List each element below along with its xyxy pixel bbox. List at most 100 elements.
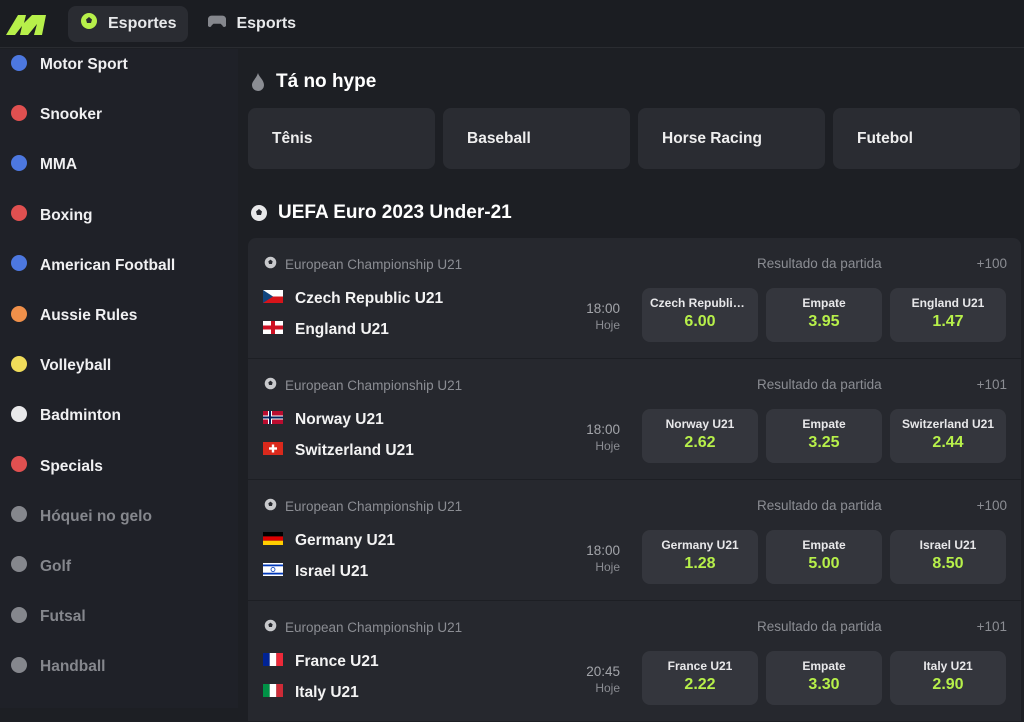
league[interactable]: European Championship U21	[264, 619, 462, 635]
odds-label: Empate	[802, 659, 846, 673]
competition-heading: UEFA Euro 2023 Under-21	[250, 202, 512, 224]
hype-title: Tá no hype	[276, 71, 377, 92]
flag-icon	[263, 321, 283, 339]
sidebar-item-label: Motor Sport	[40, 56, 128, 74]
more-markets-link[interactable]: +101	[976, 377, 1007, 392]
sidebar-item-motor-sport[interactable]: Motor Sport	[0, 40, 238, 90]
odds-button[interactable]: Empate 3.95	[766, 288, 882, 342]
hype-item-label: Baseball	[467, 129, 531, 147]
soccer-ball-icon	[251, 205, 267, 221]
home-team[interactable]: Germany U21	[263, 532, 395, 550]
odds-value: 6.00	[684, 313, 716, 330]
away-team[interactable]: England U21	[263, 321, 389, 339]
league-name: European Championship U21	[285, 256, 463, 272]
tab-esportes[interactable]: Esportes	[68, 5, 189, 42]
hype-list: Tênis Baseball Horse Racing Futebol	[248, 108, 1020, 169]
sidebar-item-hóquei-no-gelo[interactable]: Hóquei no gelo	[0, 492, 238, 542]
sidebar-item-mma[interactable]: MMA	[0, 140, 238, 190]
flag-icon	[263, 411, 283, 429]
time: 18:00	[586, 543, 620, 558]
home-team[interactable]: Norway U21	[263, 411, 384, 429]
shuttlecock-icon	[10, 405, 28, 428]
golf-ball-icon	[10, 555, 28, 578]
team-name: England U21	[295, 321, 389, 338]
odds-value: 1.28	[684, 555, 716, 572]
handball-icon	[10, 656, 28, 679]
sidebar-item-boxing[interactable]: Boxing	[0, 191, 238, 241]
home-team[interactable]: France U21	[263, 653, 379, 671]
time: 18:00	[586, 422, 620, 437]
sidebar-item-label: American Football	[40, 256, 176, 274]
odds-label: Empate	[802, 417, 846, 431]
away-team[interactable]: Switzerland U21	[263, 442, 414, 460]
odds-button[interactable]: Empate 3.25	[766, 409, 882, 463]
market-label: Resultado da partida	[757, 498, 882, 513]
market-label: Resultado da partida	[757, 619, 882, 634]
hype-item-baseball[interactable]: Baseball	[443, 108, 630, 169]
odds-button[interactable]: France U21 2.22	[642, 651, 758, 705]
away-team[interactable]: Israel U21	[263, 563, 368, 581]
sidebar-item-volleyball[interactable]: Volleyball	[0, 341, 238, 391]
soccer-ball-icon	[80, 12, 98, 35]
odds-button[interactable]: Norway U21 2.62	[642, 409, 758, 463]
odds-label: France U21	[667, 659, 733, 673]
home-team[interactable]: Czech Republic U21	[263, 290, 443, 308]
odds-button[interactable]: Israel U21 8.50	[890, 530, 1006, 584]
hype-item-tênis[interactable]: Tênis	[248, 108, 435, 169]
league[interactable]: European Championship U21	[264, 498, 462, 514]
league[interactable]: European Championship U21	[264, 256, 462, 272]
league-name: European Championship U21	[285, 619, 463, 635]
helmet-icon	[10, 54, 28, 77]
match-time: 20:45 Hoje	[570, 663, 620, 697]
sidebar-item-futsal[interactable]: Futsal	[0, 592, 238, 642]
odds-value: 2.22	[684, 676, 716, 693]
sidebar-item-american-football[interactable]: American Football	[0, 241, 238, 291]
hype-item-label: Futebol	[857, 129, 913, 147]
odds-value: 3.95	[808, 313, 840, 330]
league[interactable]: European Championship U21	[264, 377, 462, 393]
team-name: Italy U21	[295, 684, 359, 701]
odds-value: 2.44	[932, 434, 964, 451]
team-name: Germany U21	[295, 532, 395, 549]
odds-label: Norway U21	[665, 417, 735, 431]
sidebar-item-specials[interactable]: Specials	[0, 442, 238, 492]
sidebar-item-badminton[interactable]: Badminton	[0, 391, 238, 441]
logo[interactable]	[6, 13, 46, 35]
odds-button[interactable]: Switzerland U21 2.44	[890, 409, 1006, 463]
sidebar-item-label: Handball	[40, 658, 106, 676]
odds-value: 2.90	[932, 676, 964, 693]
more-markets-link[interactable]: +100	[976, 498, 1007, 513]
team-name: Israel U21	[295, 563, 369, 580]
odds-button[interactable]: Empate 3.30	[766, 651, 882, 705]
soccer-ball-icon	[264, 498, 277, 514]
more-markets-link[interactable]: +100	[976, 256, 1007, 271]
sidebar-item-label: Hóquei no gelo	[40, 507, 152, 525]
volleyball-icon	[10, 355, 28, 378]
odds-value: 3.25	[808, 434, 840, 451]
away-team[interactable]: Italy U21	[263, 684, 359, 702]
time: 20:45	[586, 664, 620, 679]
odds-button[interactable]: Germany U21 1.28	[642, 530, 758, 584]
odds-button[interactable]: Italy U21 2.90	[890, 651, 1006, 705]
odds-button[interactable]: Empate 5.00	[766, 530, 882, 584]
flame-icon	[252, 73, 264, 91]
sidebar-item-golf[interactable]: Golf	[0, 542, 238, 592]
hype-item-horse-racing[interactable]: Horse Racing	[638, 108, 825, 169]
odds-button[interactable]: Czech Republic U21 6.00	[642, 288, 758, 342]
hype-item-label: Horse Racing	[662, 129, 762, 147]
sidebar-item-label: Volleyball	[40, 357, 112, 375]
gamepad-icon	[208, 12, 227, 35]
sidebar-item-aussie-rules[interactable]: Aussie Rules	[0, 291, 238, 341]
odds-value: 8.50	[932, 555, 964, 572]
odds-button[interactable]: England U21 1.47	[890, 288, 1006, 342]
hype-item-futebol[interactable]: Futebol	[833, 108, 1020, 169]
sidebar: Motor Sport Snooker MMA Boxing American Foot…	[0, 49, 238, 708]
odds-label: Switzerland U21	[901, 417, 995, 431]
more-markets-link[interactable]: +101	[976, 619, 1007, 634]
sidebar-item-label: MMA	[40, 156, 78, 174]
sidebar-item-snooker[interactable]: Snooker	[0, 90, 238, 140]
tab-esports[interactable]: Esports	[196, 6, 308, 42]
boxing-glove-icon	[10, 204, 28, 227]
sidebar-item-handball[interactable]: Handball	[0, 642, 238, 692]
flag-icon	[263, 563, 283, 581]
